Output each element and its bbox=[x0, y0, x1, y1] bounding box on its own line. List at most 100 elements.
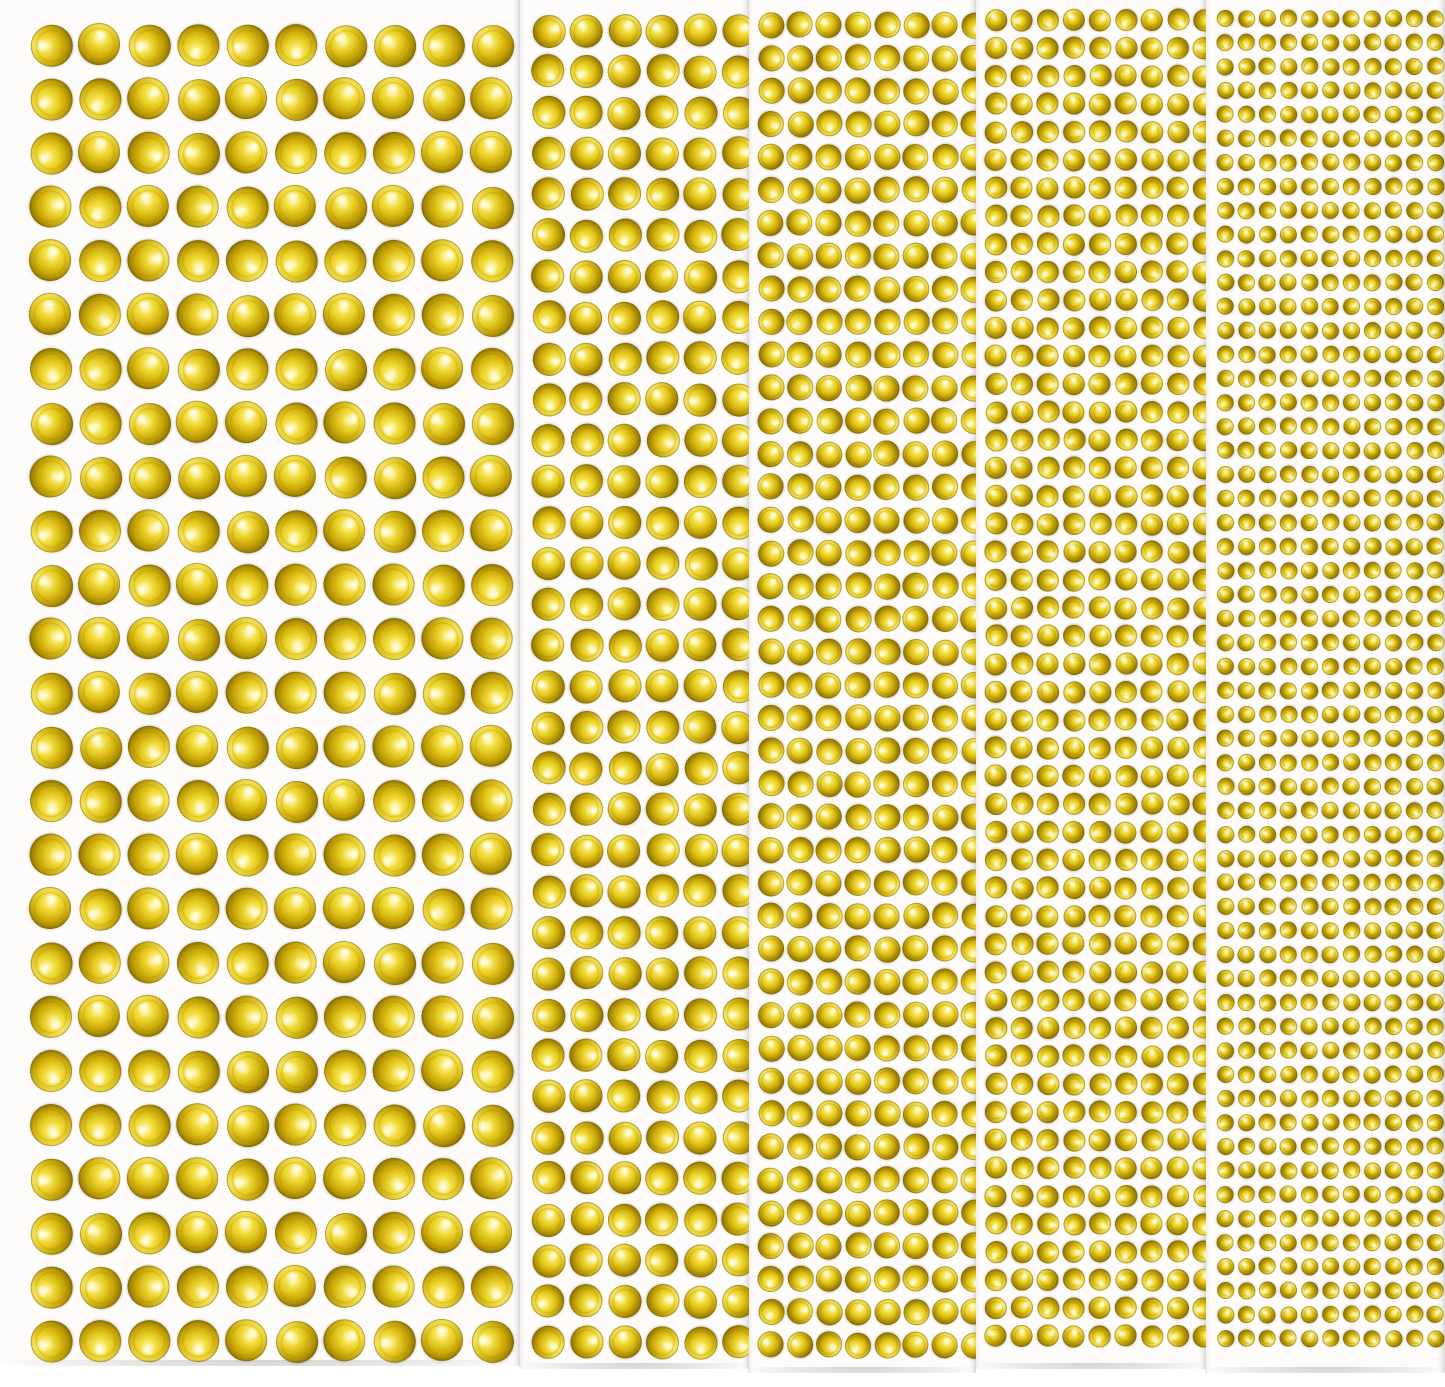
gem-sticker[interactable] bbox=[1136, 1097, 1168, 1128]
gem-sticker[interactable] bbox=[1277, 799, 1299, 821]
gem-sticker[interactable] bbox=[1057, 592, 1089, 623]
gem-sticker[interactable] bbox=[929, 75, 961, 107]
gem-sticker[interactable] bbox=[25, 938, 77, 989]
gem-sticker[interactable] bbox=[1319, 438, 1343, 463]
gem-sticker[interactable] bbox=[956, 1194, 976, 1230]
gem-sticker[interactable] bbox=[901, 339, 930, 368]
gem-sticker[interactable] bbox=[1360, 797, 1385, 822]
gem-sticker[interactable] bbox=[930, 306, 959, 335]
gem-sticker[interactable] bbox=[928, 635, 963, 670]
gem-sticker[interactable] bbox=[1164, 202, 1192, 230]
gem-sticker[interactable] bbox=[75, 776, 126, 827]
gem-sticker[interactable] bbox=[982, 231, 1010, 258]
gem-sticker[interactable] bbox=[1216, 704, 1236, 724]
gem-sticker[interactable] bbox=[1319, 1278, 1343, 1302]
gem-sticker[interactable] bbox=[1425, 295, 1445, 317]
gem-sticker[interactable] bbox=[1255, 510, 1280, 535]
gem-sticker[interactable] bbox=[1033, 174, 1062, 203]
gem-sticker[interactable] bbox=[1361, 1086, 1385, 1110]
gem-sticker[interactable] bbox=[811, 535, 845, 570]
gem-sticker[interactable] bbox=[366, 504, 423, 560]
gem-sticker[interactable] bbox=[1382, 1254, 1406, 1277]
gem-sticker[interactable] bbox=[1111, 677, 1141, 707]
gem-sticker[interactable] bbox=[1299, 919, 1321, 941]
gem-sticker[interactable] bbox=[70, 69, 130, 129]
gem-sticker[interactable] bbox=[640, 48, 686, 94]
gem-sticker[interactable] bbox=[563, 910, 609, 956]
gem-sticker[interactable] bbox=[1036, 680, 1060, 704]
gem-sticker[interactable] bbox=[899, 304, 933, 338]
gem-sticker[interactable] bbox=[1256, 942, 1280, 967]
gem-sticker[interactable] bbox=[1384, 728, 1403, 747]
gem-sticker[interactable] bbox=[1235, 175, 1257, 197]
gem-sticker[interactable] bbox=[809, 138, 846, 175]
gem-sticker[interactable] bbox=[126, 563, 172, 609]
gem-sticker[interactable] bbox=[869, 568, 905, 604]
gem-sticker[interactable] bbox=[842, 603, 874, 635]
gem-sticker[interactable] bbox=[1087, 875, 1113, 901]
gem-sticker[interactable] bbox=[365, 17, 424, 75]
gem-sticker[interactable] bbox=[1087, 819, 1113, 845]
gem-sticker[interactable] bbox=[1138, 173, 1167, 202]
gem-sticker[interactable] bbox=[1426, 320, 1445, 340]
gem-sticker[interactable] bbox=[71, 1258, 130, 1317]
gem-sticker[interactable] bbox=[1137, 285, 1168, 315]
gem-sticker[interactable] bbox=[1214, 366, 1238, 390]
gem-sticker[interactable] bbox=[1298, 175, 1321, 198]
gem-sticker[interactable] bbox=[1216, 1329, 1235, 1348]
gem-sticker[interactable] bbox=[1298, 78, 1322, 102]
gem-sticker[interactable] bbox=[898, 73, 934, 109]
gem-sticker[interactable] bbox=[1213, 294, 1237, 318]
gem-sticker[interactable] bbox=[784, 999, 816, 1031]
gem-sticker[interactable] bbox=[1166, 1044, 1191, 1068]
gem-sticker[interactable] bbox=[71, 935, 127, 991]
gem-sticker[interactable] bbox=[1300, 296, 1319, 315]
gem-sticker[interactable] bbox=[1060, 34, 1088, 61]
gem-sticker[interactable] bbox=[465, 19, 520, 73]
gem-sticker[interactable] bbox=[1319, 247, 1341, 269]
gem-sticker[interactable] bbox=[119, 772, 177, 829]
gem-sticker[interactable] bbox=[1402, 198, 1427, 223]
gem-sticker[interactable] bbox=[1424, 1111, 1445, 1133]
gem-sticker[interactable] bbox=[1258, 320, 1277, 339]
gem-sticker[interactable] bbox=[1256, 246, 1280, 270]
gem-sticker[interactable] bbox=[1318, 1302, 1343, 1326]
gem-sticker[interactable] bbox=[867, 1029, 905, 1067]
gem-sticker[interactable] bbox=[840, 633, 875, 668]
gem-sticker[interactable] bbox=[898, 667, 933, 703]
gem-sticker[interactable] bbox=[869, 1262, 903, 1296]
gem-sticker[interactable] bbox=[568, 1159, 605, 1196]
gem-sticker[interactable] bbox=[1341, 488, 1362, 509]
gem-sticker[interactable] bbox=[1297, 845, 1322, 870]
gem-sticker[interactable] bbox=[1165, 91, 1192, 118]
gem-sticker[interactable] bbox=[811, 997, 846, 1032]
gem-sticker[interactable] bbox=[461, 878, 520, 939]
gem-sticker[interactable] bbox=[1032, 1208, 1064, 1240]
gem-sticker[interactable] bbox=[1234, 821, 1259, 846]
gem-sticker[interactable] bbox=[959, 1264, 976, 1293]
gem-sticker[interactable] bbox=[643, 259, 679, 294]
gem-sticker[interactable] bbox=[751, 467, 789, 505]
gem-sticker[interactable] bbox=[1114, 1213, 1138, 1236]
gem-sticker[interactable] bbox=[1236, 319, 1258, 341]
gem-sticker[interactable] bbox=[600, 458, 647, 505]
gem-sticker[interactable] bbox=[1139, 1155, 1164, 1181]
gem-sticker[interactable] bbox=[781, 368, 818, 406]
gem-sticker[interactable] bbox=[1164, 1322, 1192, 1350]
gem-sticker[interactable] bbox=[896, 863, 934, 901]
gem-sticker[interactable] bbox=[1059, 285, 1090, 316]
gem-sticker[interactable] bbox=[841, 437, 875, 471]
gem-sticker[interactable] bbox=[602, 624, 647, 669]
gem-sticker[interactable] bbox=[368, 830, 420, 881]
gem-sticker[interactable] bbox=[926, 435, 963, 471]
gem-sticker[interactable] bbox=[221, 506, 274, 558]
gem-sticker[interactable] bbox=[268, 1313, 325, 1366]
gem-sticker[interactable] bbox=[125, 507, 171, 554]
gem-sticker[interactable] bbox=[1276, 1326, 1300, 1349]
gem-sticker[interactable] bbox=[1318, 1159, 1342, 1182]
gem-sticker[interactable] bbox=[867, 665, 905, 703]
gem-sticker[interactable] bbox=[1032, 368, 1064, 400]
gem-sticker[interactable] bbox=[1236, 1327, 1257, 1348]
gem-sticker[interactable] bbox=[119, 394, 180, 454]
gem-sticker[interactable] bbox=[1381, 822, 1406, 847]
